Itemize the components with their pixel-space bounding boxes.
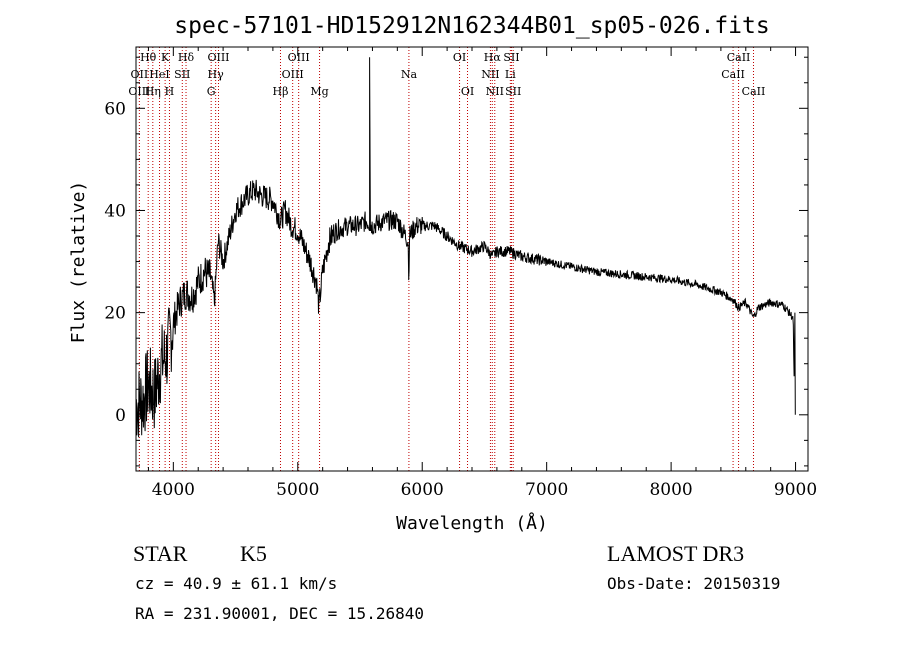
x-tick-label: 6000 — [401, 480, 444, 500]
y-axis-label: Flux (relative) — [68, 181, 89, 344]
spectral-line-markers — [138, 47, 754, 471]
spectral-line-label: OIII — [128, 85, 150, 98]
y-tick-label: 60 — [104, 99, 126, 119]
chart-title: spec-57101-HD152912N162344B01_sp05-026.f… — [174, 13, 769, 39]
spectral-line-label: Li — [505, 68, 516, 81]
redshift-velocity: cz = 40.9 ± 61.1 km/s — [135, 574, 338, 593]
spectral-line-label: SII — [174, 68, 190, 81]
spectral-line-label: OIII — [207, 51, 229, 64]
spectral-line-label: OIII — [282, 68, 304, 81]
plot-frame — [135, 46, 809, 472]
x-tick-label: 7000 — [525, 480, 568, 500]
spectrum-line — [135, 57, 796, 438]
spectral-line-label: OI — [461, 85, 474, 98]
spectral-line-label: Hθ — [140, 51, 157, 64]
spectral-line-label: NII — [481, 68, 499, 81]
spectral-line-label: OIII — [288, 51, 310, 64]
spectral-line-label: H — [165, 85, 175, 98]
spectral-line-label: K — [161, 51, 170, 64]
axis-ticks: 4000 5000 6000 7000 8000 9000 0 20 40 60 — [104, 47, 817, 500]
y-tick-label: 20 — [104, 304, 126, 324]
spectral-line-label: Mg — [310, 85, 328, 98]
survey-name: LAMOST DR3 — [607, 541, 745, 566]
spectral-line-label: SII — [503, 51, 519, 64]
spectral-line-label: Hη — [145, 85, 161, 98]
x-tick-label: 9000 — [774, 480, 817, 500]
x-axis-label: Wavelength (Å) — [396, 512, 548, 534]
x-tick-label: 8000 — [649, 480, 692, 500]
spectral-subclass: K5 — [240, 541, 267, 566]
spectral-line-label: CaII — [727, 51, 751, 64]
y-tick-label: 40 — [104, 201, 126, 221]
spectral-line-label: Na — [401, 68, 418, 81]
spectral-line-label: Hβ — [273, 85, 289, 98]
y-tick-label: 0 — [115, 406, 126, 426]
spectral-line-label: Hδ — [178, 51, 195, 64]
spectral-line-label: HeI — [149, 68, 169, 81]
x-tick-label: 5000 — [276, 480, 319, 500]
x-tick-label: 4000 — [152, 480, 195, 500]
spectral-line-label: G — [207, 85, 216, 98]
coordinates: RA = 231.90001, DEC = 15.26840 — [135, 604, 424, 623]
spectral-line-label: Hα — [484, 51, 502, 64]
spectral-line-label: CaII — [742, 85, 766, 98]
observation-date: Obs-Date: 20150319 — [607, 574, 781, 593]
spectral-line-label: Hγ — [208, 68, 225, 81]
spectral-line-label: CaII — [721, 68, 745, 81]
spectral-line-label: SII — [505, 85, 521, 98]
spectral-line-label: OI — [453, 51, 466, 64]
spectral-line-label: OII — [131, 68, 149, 81]
spectral-line-label: NII — [486, 85, 504, 98]
object-class: STAR — [133, 541, 188, 566]
